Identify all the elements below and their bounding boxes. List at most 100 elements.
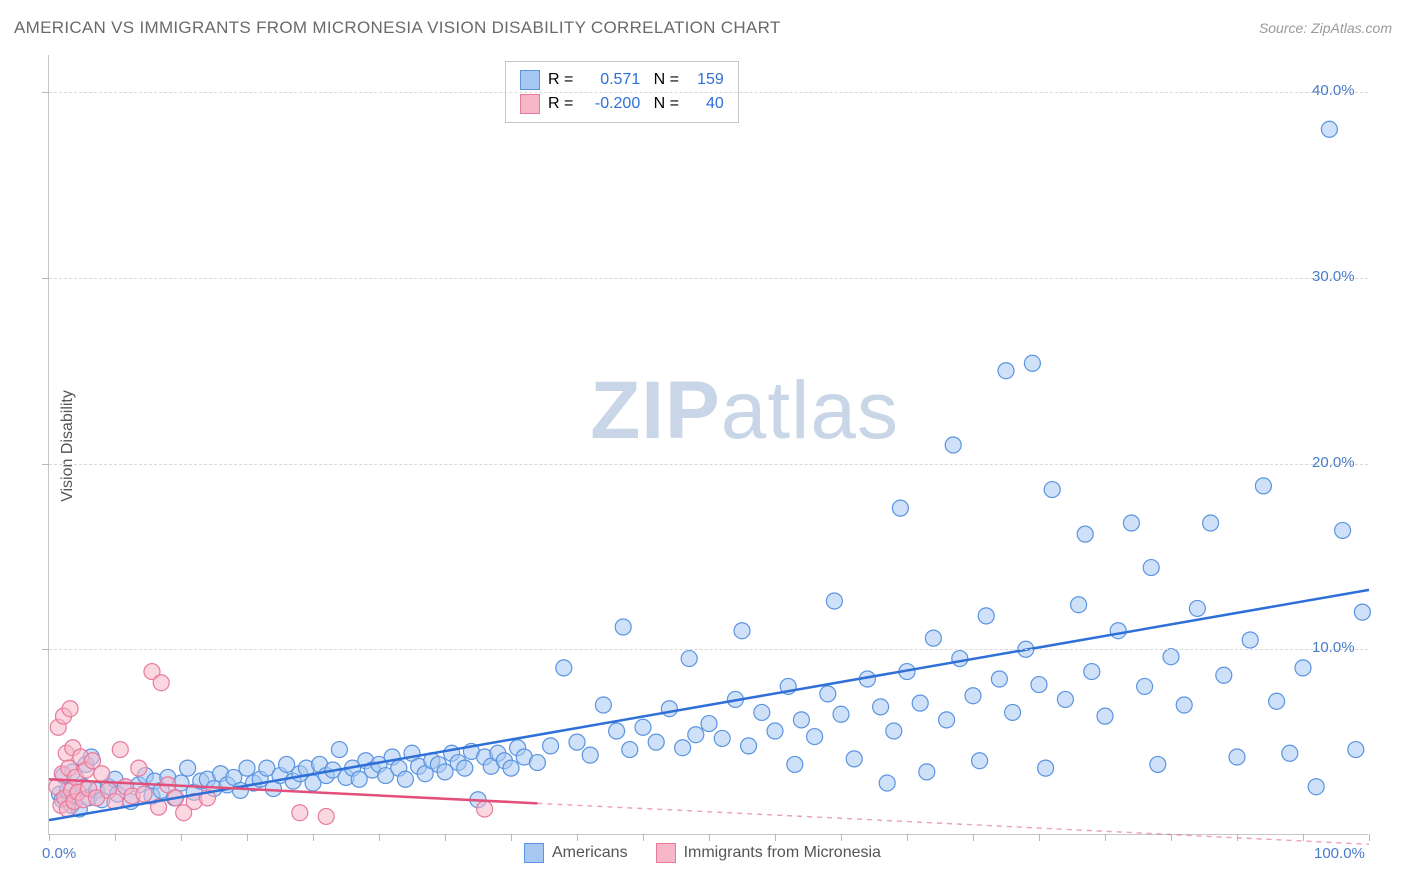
x-tick — [247, 834, 248, 841]
x-tick — [445, 834, 446, 841]
x-tick — [1303, 834, 1304, 841]
data-point — [503, 760, 519, 776]
data-point — [569, 734, 585, 750]
data-point — [529, 755, 545, 771]
data-point — [1005, 704, 1021, 720]
y-tick — [42, 649, 49, 650]
data-point — [136, 786, 152, 802]
legend-swatch — [656, 843, 676, 863]
data-point — [1203, 515, 1219, 531]
data-point — [1084, 664, 1100, 680]
data-point — [1163, 649, 1179, 665]
data-point — [62, 701, 78, 717]
data-point — [1044, 482, 1060, 498]
x-tick — [1237, 834, 1238, 841]
data-point — [1295, 660, 1311, 676]
x-tick — [643, 834, 644, 841]
data-point — [714, 730, 730, 746]
y-tick — [42, 92, 49, 93]
data-point — [635, 719, 651, 735]
data-point — [397, 771, 413, 787]
data-point — [892, 500, 908, 516]
data-point — [1255, 478, 1271, 494]
data-point — [939, 712, 955, 728]
data-point — [991, 671, 1007, 687]
legend-swatch — [524, 843, 544, 863]
grid-line — [49, 649, 1368, 650]
data-point — [609, 723, 625, 739]
data-point — [833, 706, 849, 722]
x-tick — [841, 834, 842, 841]
plot-svg — [49, 55, 1368, 834]
data-point — [1242, 632, 1258, 648]
data-point — [112, 742, 128, 758]
data-point — [239, 760, 255, 776]
data-point — [873, 699, 889, 715]
x-tick — [181, 834, 182, 841]
y-tick — [42, 278, 49, 279]
data-point — [972, 753, 988, 769]
data-point — [793, 712, 809, 728]
data-point — [1024, 355, 1040, 371]
x-tick — [1105, 834, 1106, 841]
data-point — [1143, 560, 1159, 576]
data-point — [1137, 678, 1153, 694]
data-point — [978, 608, 994, 624]
legend-stat: R = -0.200 N = 40 — [548, 92, 724, 116]
legend-swatch — [520, 70, 540, 90]
grid-line — [49, 92, 1368, 93]
x-tick — [1171, 834, 1172, 841]
data-point — [180, 760, 196, 776]
trendline-dash — [537, 803, 1369, 844]
x-tick — [49, 834, 50, 841]
data-point — [767, 723, 783, 739]
data-point — [754, 704, 770, 720]
x-tick — [511, 834, 512, 841]
data-point — [1038, 760, 1054, 776]
data-point — [734, 623, 750, 639]
y-tick-label: 10.0% — [1312, 639, 1355, 656]
data-point — [701, 716, 717, 732]
data-point — [1269, 693, 1285, 709]
data-point — [688, 727, 704, 743]
data-point — [131, 760, 147, 776]
data-point — [846, 751, 862, 767]
data-point — [1321, 121, 1337, 137]
data-point — [1123, 515, 1139, 531]
data-point — [1354, 604, 1370, 620]
data-point — [952, 651, 968, 667]
legend-correlation-row: R = -0.200 N = 40 — [520, 92, 724, 116]
data-point — [912, 695, 928, 711]
data-point — [919, 764, 935, 780]
data-point — [1071, 597, 1087, 613]
legend-stat: R = 0.571 N = 159 — [548, 68, 724, 92]
data-point — [318, 808, 334, 824]
legend-correlation-row: R = 0.571 N = 159 — [520, 68, 724, 92]
chart-title: AMERICAN VS IMMIGRANTS FROM MICRONESIA V… — [14, 18, 781, 38]
data-point — [807, 729, 823, 745]
x-tick — [709, 834, 710, 841]
data-point — [1335, 522, 1351, 538]
x-tick — [973, 834, 974, 841]
data-point — [1229, 749, 1245, 765]
data-point — [681, 651, 697, 667]
data-point — [998, 363, 1014, 379]
data-point — [477, 801, 493, 817]
data-point — [1150, 756, 1166, 772]
data-point — [457, 760, 473, 776]
data-point — [1216, 667, 1232, 683]
grid-line — [49, 278, 1368, 279]
data-point — [965, 688, 981, 704]
data-point — [292, 805, 308, 821]
data-point — [1110, 623, 1126, 639]
data-point — [1077, 526, 1093, 542]
data-point — [622, 742, 638, 758]
data-point — [556, 660, 572, 676]
series-legend: AmericansImmigrants from Micronesia — [524, 843, 881, 863]
data-point — [615, 619, 631, 635]
x-tick — [1039, 834, 1040, 841]
legend-series-item: Americans — [524, 843, 628, 863]
x-tick — [907, 834, 908, 841]
data-point — [94, 766, 110, 782]
data-point — [1282, 745, 1298, 761]
